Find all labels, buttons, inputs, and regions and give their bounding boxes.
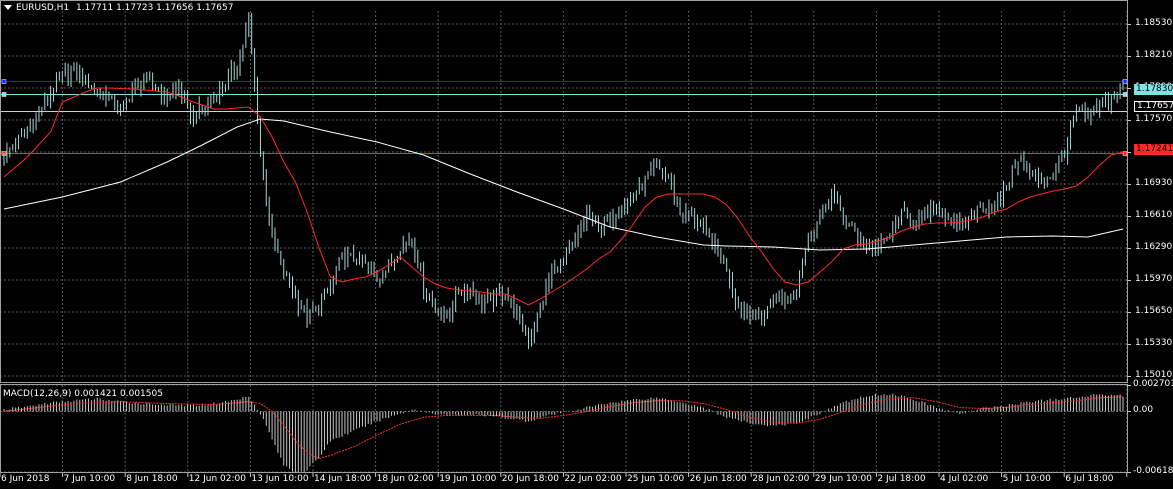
time-axis-label: 12 Jun 02:00: [188, 474, 246, 484]
time-axis-label: 7 Jun 10:00: [63, 474, 116, 484]
macd-signal-line: [3, 396, 1124, 460]
price-scale-label: 1.16290: [1135, 242, 1173, 252]
macd-pane-frame: [0, 384, 1128, 473]
time-axis-label: 14 Jun 18:00: [314, 474, 372, 484]
slow-moving-average-line: [3, 118, 1124, 251]
price-scale-label: 1.15970: [1135, 274, 1173, 284]
macd-histogram: [3, 393, 1124, 473]
price-scale-label: 1.16930: [1135, 178, 1173, 188]
time-axis-label: 22 Jun 02:00: [564, 474, 622, 484]
time-axis-label: 29 Jun 10:00: [814, 474, 872, 484]
time-axis-label: 4 Jul 02:00: [940, 474, 989, 484]
macd-header: MACD(12,26,9) 0.001421 0.001505: [3, 389, 163, 399]
time-axis-label: 20 Jun 18:00: [501, 474, 559, 484]
time-axis-label: 26 Jun 18:00: [689, 474, 747, 484]
level-handle-right: [1122, 151, 1128, 156]
macd-scale-label: -0.006182: [1133, 466, 1173, 476]
level-handle-left: [1, 79, 7, 84]
price-scale-label: 1.18210: [1135, 50, 1173, 60]
level-price-badge-red: 1.17241: [1134, 144, 1173, 155]
level-price-badge-cyan: 1.17830: [1134, 84, 1173, 95]
price-scale-label: 1.15650: [1135, 306, 1173, 316]
time-axis-label: 18 Jun 02:00: [376, 474, 434, 484]
price-scale-label: 1.17570: [1135, 114, 1173, 124]
time-axis-label: 6 Jun 2018: [1, 474, 50, 484]
time-axis-label: 28 Jun 02:00: [752, 474, 810, 484]
time-axis-label: 25 Jun 10:00: [627, 474, 685, 484]
symbol-label: EURUSD,H1: [16, 3, 70, 13]
dropdown-triangle-icon[interactable]: [4, 5, 12, 10]
macd-scale-label: 0.002701: [1133, 379, 1173, 389]
price-scale-label: 1.16610: [1135, 210, 1173, 220]
time-axis-label: 2 Jul 18:00: [877, 474, 926, 484]
price-scale-label: 1.15010: [1135, 370, 1173, 380]
quote-values: 1.17711 1.17723 1.17656 1.17657: [76, 3, 234, 13]
current-price-badge: 1.17657: [1134, 101, 1173, 112]
time-axis-label: 5 Jul 10:00: [1002, 474, 1051, 484]
price-scale-label: 1.15330: [1135, 338, 1173, 348]
level-handle-right: [1122, 79, 1128, 84]
time-axis-label: 8 Jun 18:00: [126, 474, 178, 484]
fast-moving-average-line: [3, 87, 1124, 306]
time-axis-label: 6 Jul 18:00: [1065, 474, 1114, 484]
price-scale-label: 1.18530: [1135, 18, 1173, 28]
candlestick-series: [3, 12, 1124, 350]
time-axis-label: 19 Jun 10:00: [439, 474, 497, 484]
level-handle-left: [1, 92, 7, 97]
time-axis-label: 13 Jun 10:00: [251, 474, 309, 484]
main-pane-frame: [0, 0, 1128, 383]
macd-scale-label: 0.00: [1133, 405, 1154, 416]
level-handle-right: [1122, 92, 1128, 97]
